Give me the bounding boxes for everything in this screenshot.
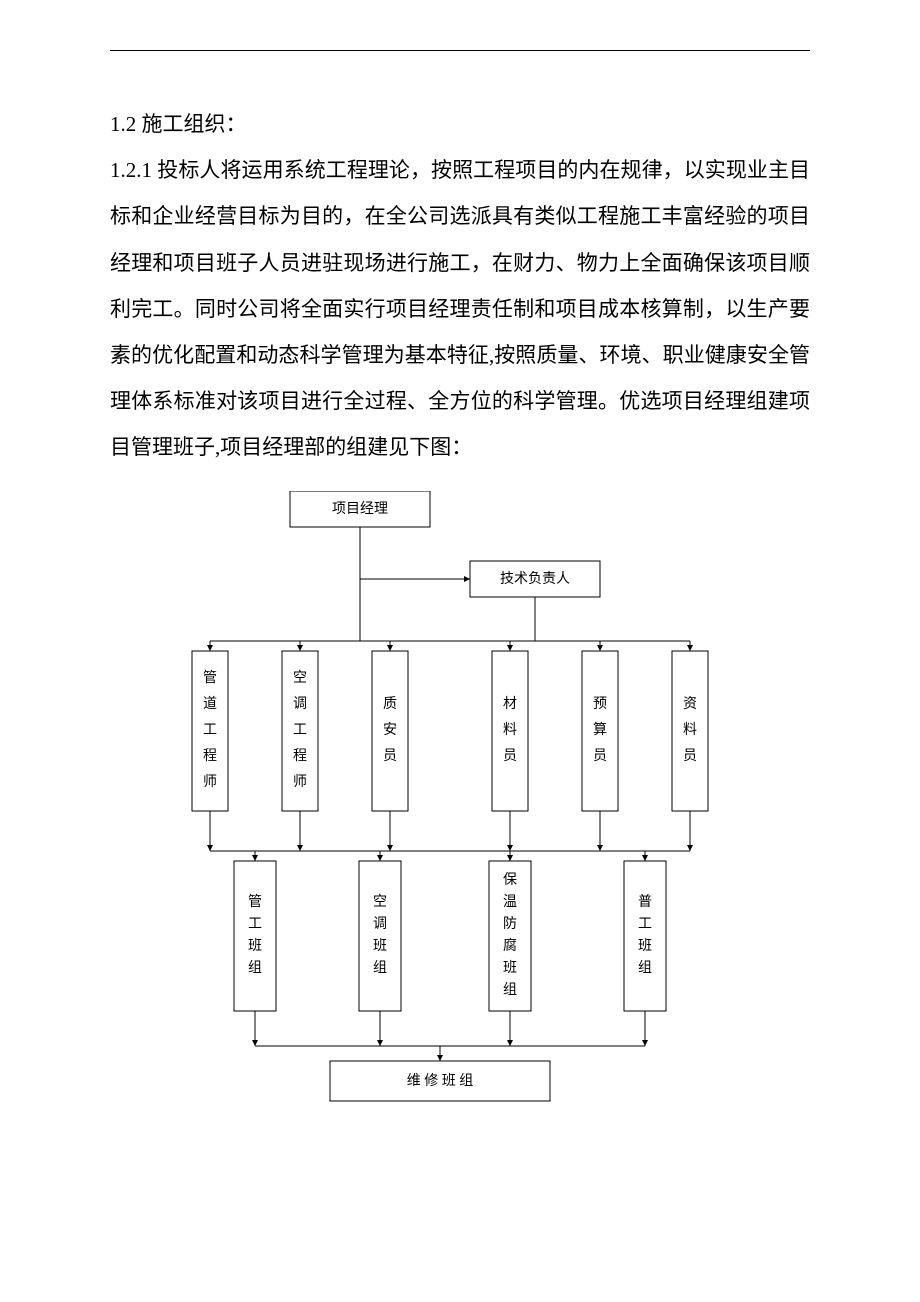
svg-text:空: 空 — [293, 670, 307, 686]
header-rule — [110, 50, 810, 51]
svg-text:技术负责人: 技术负责人 — [500, 571, 570, 587]
svg-text:调: 调 — [293, 696, 307, 712]
svg-text:班: 班 — [248, 938, 262, 954]
svg-text:员: 员 — [683, 749, 697, 764]
svg-text:预: 预 — [593, 696, 607, 712]
svg-text:程: 程 — [203, 748, 217, 764]
svg-text:温: 温 — [503, 894, 517, 910]
svg-text:保: 保 — [503, 872, 517, 888]
svg-text:项目经理: 项目经理 — [332, 501, 388, 517]
svg-text:质: 质 — [383, 696, 397, 712]
svg-text:程: 程 — [293, 748, 307, 764]
svg-text:安: 安 — [383, 722, 397, 738]
svg-text:班: 班 — [373, 938, 387, 954]
svg-text:资: 资 — [683, 696, 697, 712]
svg-text:材: 材 — [503, 696, 517, 712]
svg-text:维 修 班 组: 维 修 班 组 — [407, 1073, 474, 1089]
svg-text:管: 管 — [248, 894, 262, 910]
svg-text:工: 工 — [248, 917, 262, 932]
svg-text:员: 员 — [593, 749, 607, 764]
svg-text:算: 算 — [593, 722, 607, 738]
section-heading: 1.2 施工组织： — [110, 101, 810, 147]
svg-text:组: 组 — [503, 982, 517, 998]
svg-text:空: 空 — [373, 894, 387, 910]
svg-text:员: 员 — [503, 749, 517, 764]
svg-text:道: 道 — [203, 696, 217, 712]
section-paragraph: 1.2.1 投标人将运用系统工程理论，按照工程项目的内在规律，以实现业主目标和企… — [110, 147, 810, 470]
svg-text:料: 料 — [503, 722, 517, 738]
svg-text:腐: 腐 — [503, 937, 517, 954]
svg-text:工: 工 — [203, 723, 217, 738]
svg-text:管: 管 — [203, 670, 217, 686]
svg-text:防: 防 — [503, 916, 517, 932]
svg-text:调: 调 — [373, 916, 387, 932]
svg-text:组: 组 — [373, 960, 387, 976]
svg-text:班: 班 — [638, 938, 652, 954]
org-chart-svg: 项目经理技术负责人管道工程师空调工程师质安员材料员预算员资料员管工班组空调班组保… — [140, 491, 780, 1131]
svg-text:员: 员 — [383, 749, 397, 764]
svg-text:师: 师 — [293, 774, 307, 790]
svg-text:师: 师 — [203, 774, 217, 790]
svg-text:普: 普 — [638, 894, 652, 910]
svg-text:组: 组 — [248, 960, 262, 976]
svg-text:工: 工 — [293, 723, 307, 738]
org-chart: 项目经理技术负责人管道工程师空调工程师质安员材料员预算员资料员管工班组空调班组保… — [140, 491, 780, 1131]
svg-text:工: 工 — [638, 917, 652, 932]
svg-text:班: 班 — [503, 960, 517, 976]
svg-text:料: 料 — [683, 722, 697, 738]
svg-text:组: 组 — [638, 960, 652, 976]
